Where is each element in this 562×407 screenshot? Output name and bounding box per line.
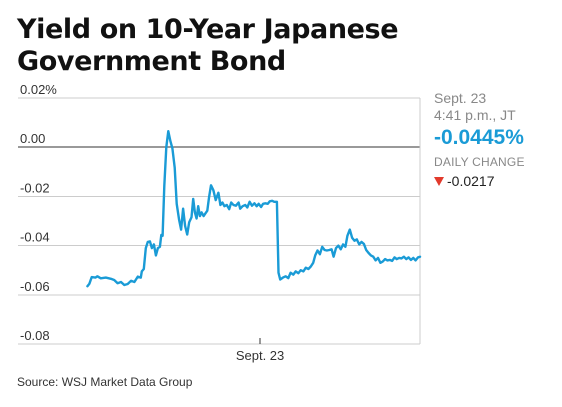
y-tick-label: -0.02 — [20, 180, 50, 195]
daily-change-value: -0.0217 — [447, 173, 495, 189]
latest-value-panel: Sept. 23 4:41 p.m., JT -0.0445% DAILY CH… — [434, 90, 559, 191]
latest-date: Sept. 23 — [434, 90, 487, 106]
daily-change-label: DAILY CHANGE — [434, 155, 525, 169]
daily-change: -0.0217 — [434, 171, 559, 191]
x-tick-label: Sept. 23 — [236, 348, 284, 363]
y-tick-label: -0.04 — [20, 230, 50, 245]
latest-time: 4:41 p.m., JT — [434, 107, 516, 123]
series-layer — [86, 130, 422, 288]
y-tick-label: -0.06 — [20, 279, 50, 294]
y-tick-label: -0.08 — [20, 328, 50, 343]
down-triangle-icon — [434, 177, 444, 186]
tick-label-layer: 0.02% 0.00 -0.02 -0.04 -0.06 -0.08 Sept. 23 — [20, 82, 284, 363]
chart-title: Yield on 10-Year Japanese Government Bon… — [17, 14, 399, 77]
source-note: Source: WSJ Market Data Group — [17, 375, 193, 389]
series-line — [86, 130, 422, 288]
y-tick-label: 0.00 — [20, 131, 45, 146]
grid-layer — [18, 97, 421, 345]
latest-yield-value: -0.0445% — [434, 126, 524, 149]
y-tick-label: 0.02% — [20, 82, 57, 97]
